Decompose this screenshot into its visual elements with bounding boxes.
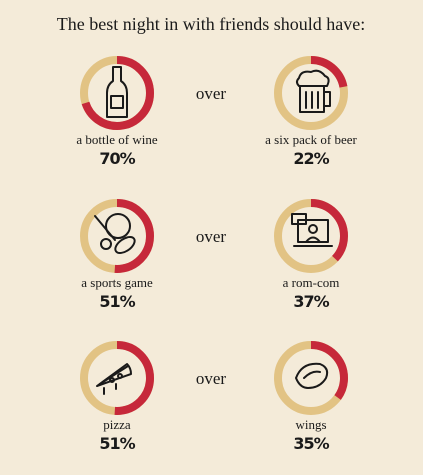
ring-value <box>274 56 348 130</box>
connector: over <box>196 227 227 246</box>
title: The best night in with friends should ha… <box>57 14 365 34</box>
ring-value <box>80 56 154 130</box>
item-label: a bottle of wine <box>76 132 157 147</box>
item-label: pizza <box>103 417 131 432</box>
ring-value <box>80 199 154 273</box>
percent-label: 22% <box>293 149 329 168</box>
icon-romcom <box>291 213 333 247</box>
item-label: wings <box>295 417 326 432</box>
connector: over <box>196 84 227 103</box>
item-label: a rom-com <box>283 275 340 290</box>
percent-label: 70% <box>99 149 135 168</box>
icon-wings <box>295 362 329 389</box>
icon-wine <box>106 66 128 118</box>
ring-value <box>80 341 154 415</box>
icon-beer <box>296 69 331 113</box>
percent-label: 37% <box>293 292 329 311</box>
item-label: a six pack of beer <box>265 132 357 147</box>
percent-label: 35% <box>293 434 329 453</box>
percent-label: 51% <box>99 434 135 453</box>
ring-value <box>274 199 348 273</box>
icon-sports <box>94 213 136 254</box>
icon-pizza <box>96 363 132 395</box>
ring-value <box>274 341 348 415</box>
connector: over <box>196 369 227 388</box>
item-label: a sports game <box>81 275 153 290</box>
percent-label: 51% <box>99 292 135 311</box>
